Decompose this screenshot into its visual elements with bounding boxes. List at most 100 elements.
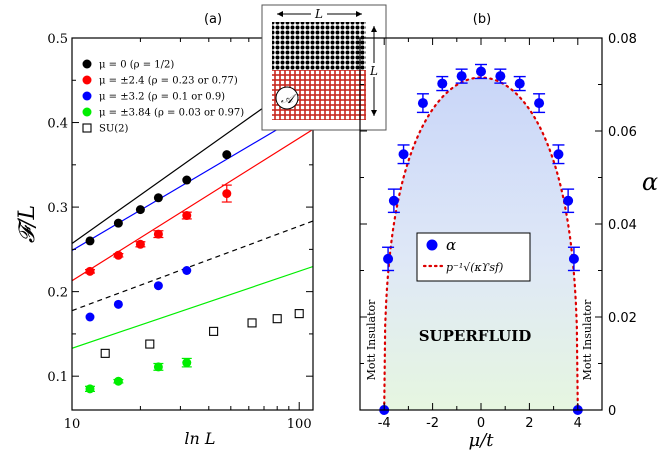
b-xtick-label-2: 0: [477, 416, 485, 431]
a-point-1-4: [182, 211, 192, 221]
inset-top-label: L: [314, 7, 323, 21]
panel-a-frame: [71, 37, 314, 411]
a-fit-line-1: [72, 128, 313, 282]
phase-label: SUPERFLUID: [419, 327, 532, 345]
inset-side-label-bg: [367, 63, 381, 77]
a-point-0-2: [135, 205, 145, 215]
a-point-1-3: [153, 229, 163, 239]
b-point-7: [476, 66, 486, 77]
a-legend-marker-1: [82, 75, 92, 85]
panel-b-legend-box: [416, 232, 531, 282]
inset-side-label: L: [369, 64, 378, 78]
a-xtick-label-1: 100: [287, 417, 312, 432]
inset-top-label-bg: [311, 6, 327, 20]
a-point-0-0: [85, 236, 95, 246]
a-point-4-1: [145, 339, 155, 349]
a-legend-label-3: μ = ±3.84 (ρ = 0.03 or 0.97): [99, 108, 244, 119]
a-ytick-label-2: 0.3: [47, 201, 68, 216]
panel-a-ylabel: 𝓕/L: [15, 205, 40, 243]
panel-a-xlabel: ln L: [184, 429, 215, 448]
b-point-10: [534, 98, 545, 109]
a-point-3-1: [113, 376, 123, 386]
inset-region-circle: [275, 86, 299, 110]
panel-a-legend: μ = 0 (ρ = 1/2) μ = ±2.4 (ρ = 0.23 or 0.7…: [82, 59, 244, 135]
a-point-4-3: [247, 318, 257, 328]
b-point-13: [568, 253, 579, 264]
a-point-0-3: [153, 193, 163, 203]
b-xtick-label-0: -4: [378, 416, 391, 431]
panel-b-label: (b): [473, 12, 491, 27]
panel-a-marks: [84, 150, 304, 394]
b-ytick-label-1: 0.02: [608, 311, 637, 326]
panel-a: (a) 0.1 0.2 0.3 0.4 0.5 10 100 ln L 𝓕/L μ = 0 …: [15, 4, 387, 448]
a-point-4-5: [294, 309, 304, 319]
a-fit-line-2: [72, 107, 313, 251]
panel-b-xlabel: μ/t: [469, 430, 495, 451]
a-legend-marker-3: [82, 107, 92, 117]
a-legend-label-4: SU(2): [99, 124, 129, 135]
panel-b-ticks: 0 0.02 0.04 0.06 0.08 -4 -2 0 2 4: [360, 32, 637, 431]
a-ytick-label-0: 0.1: [47, 370, 68, 385]
a-legend-label-1: μ = ±2.4 (ρ = 0.23 or 0.77): [99, 76, 238, 87]
a-legend-marker-4: [82, 123, 92, 133]
b-point-1: [383, 253, 394, 264]
a-point-3-3: [182, 358, 192, 368]
panel-b-ylabel: α: [642, 168, 658, 196]
inset-upper-lattice: [272, 22, 366, 70]
mott-label-left: Mott Insulator: [365, 299, 378, 381]
b-xtick-label-1: -2: [426, 416, 439, 431]
a-point-3-0: [85, 384, 95, 394]
a-point-2-1: [113, 299, 123, 309]
b-point-8: [495, 71, 506, 82]
a-ytick-label-1: 0.2: [47, 286, 68, 301]
a-xtick-label-0: 10: [64, 417, 81, 432]
b-point-3: [398, 149, 409, 160]
a-legend-label-0: μ = 0 (ρ = 1/2): [99, 60, 174, 71]
a-legend-marker-0: [82, 59, 92, 69]
a-point-4-2: [209, 326, 219, 336]
panel-b-marks: [379, 63, 583, 415]
mott-label-right: Mott Insulator: [581, 299, 594, 381]
b-ytick-label-4: 0.08: [608, 32, 637, 47]
a-point-4-0: [100, 348, 110, 358]
a-ytick-label-3: 0.4: [47, 117, 68, 132]
theory-curve: [383, 76, 579, 412]
a-point-1-0: [85, 266, 95, 276]
a-point-0-5: [222, 150, 232, 160]
a-legend-label-2: μ = ±3.2 (ρ = 0.1 or 0.9): [99, 92, 225, 103]
b-xtick-label-3: 2: [525, 416, 533, 431]
b-point-11: [553, 149, 564, 160]
panel-a-label: (a): [204, 12, 222, 27]
inset-lattice: L L 𝒜: [261, 4, 387, 131]
b-point-4: [417, 98, 428, 109]
inset-region-label: 𝒜: [281, 92, 297, 107]
b-point-2: [388, 195, 399, 206]
a-point-1-2: [135, 239, 145, 249]
panel-b: (b) 0 0.02 0.04 0.06 0.08 -4 -2 0 2 4 μ/t α SUPER…: [359, 12, 658, 451]
panel-b-legend: α p⁻¹√(κϒsf): [416, 232, 531, 282]
a-point-0-4: [182, 175, 192, 185]
panel-a-ticks: 0.1 0.2 0.3 0.4 0.5 10 100: [47, 32, 313, 432]
a-fit-line-4: [72, 220, 313, 312]
a-point-0-1: [113, 218, 123, 228]
legend-alpha-label: α: [446, 236, 456, 254]
b-point-9: [514, 78, 525, 89]
b-ytick-label-3: 0.06: [608, 125, 637, 140]
a-point-4-4: [272, 314, 282, 324]
legend-alpha-marker: [426, 239, 438, 251]
a-point-3-2: [153, 362, 163, 372]
b-point-12: [563, 195, 574, 206]
b-xtick-label-4: 4: [574, 416, 582, 431]
a-point-1-1: [113, 250, 123, 260]
a-fit-line-3: [72, 265, 313, 349]
a-point-2-3: [182, 266, 192, 275]
a-ytick-label-4: 0.5: [47, 32, 68, 47]
b-ytick-label-2: 0.04: [608, 218, 637, 233]
b-ytick-label-0: 0: [608, 404, 616, 419]
a-point-2-2: [153, 281, 163, 291]
a-point-1-5: [222, 189, 232, 199]
a-legend-marker-2: [82, 91, 92, 101]
a-point-2-0: [85, 312, 95, 322]
legend-theory-label: p⁻¹√(κϒsf): [446, 261, 503, 274]
